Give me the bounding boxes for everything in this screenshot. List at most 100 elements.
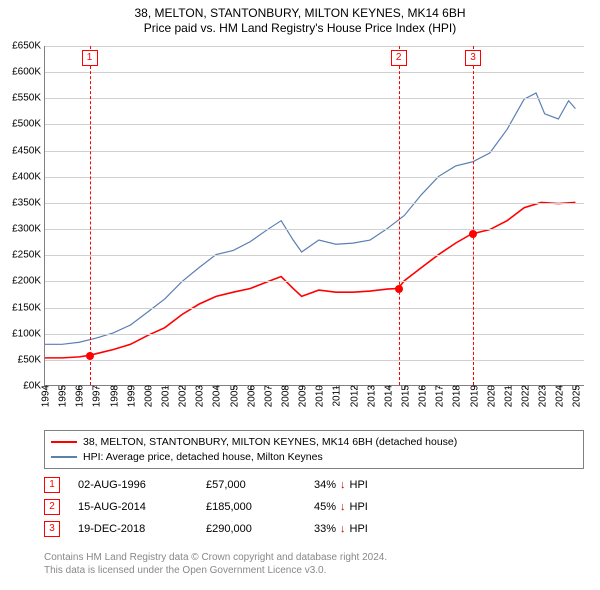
attribution-line1: Contains HM Land Registry data © Crown c…	[44, 552, 584, 565]
xtick-label: 2019	[467, 385, 480, 407]
sale-row-date: 19-DEC-2018	[78, 523, 188, 535]
sale-row-delta: 45% ↓ HPI	[314, 501, 368, 513]
xtick-label: 2007	[261, 385, 274, 407]
sale-row-badge: 1	[44, 477, 60, 493]
ytick-label: £450K	[12, 145, 45, 156]
sale-row-badge: 2	[44, 499, 60, 515]
xtick-label: 2001	[159, 385, 172, 407]
xtick-label: 2020	[484, 385, 497, 407]
sale-badge-1: 1	[82, 50, 98, 66]
legend-label-hpi: HPI: Average price, detached house, Milt…	[83, 450, 323, 465]
xtick-label: 2022	[519, 385, 532, 407]
xtick-label: 2008	[279, 385, 292, 407]
legend-box: 38, MELTON, STANTONBURY, MILTON KEYNES, …	[44, 430, 584, 469]
gridline-h	[45, 308, 584, 309]
sale-vline	[399, 46, 400, 385]
sale-row-price: £290,000	[206, 523, 296, 535]
ytick-label: £250K	[12, 250, 45, 261]
xtick-label: 2024	[553, 385, 566, 407]
sale-row: 319-DEC-2018£290,00033%↓HPI	[44, 518, 584, 540]
ytick-label: £650K	[12, 41, 45, 52]
gridline-h	[45, 177, 584, 178]
plot-frame: £0K£50K£100K£150K£200K£250K£300K£350K£40…	[44, 46, 584, 386]
ytick-label: £100K	[12, 328, 45, 339]
xtick-label: 2021	[501, 385, 514, 407]
ytick-label: £300K	[12, 224, 45, 235]
ytick-label: £400K	[12, 171, 45, 182]
sale-row-pct: 34%	[314, 479, 336, 491]
sale-row-price: £185,000	[206, 501, 296, 513]
sale-vline	[473, 46, 474, 385]
xtick-label: 2012	[347, 385, 360, 407]
legend-label-price-paid: 38, MELTON, STANTONBURY, MILTON KEYNES, …	[83, 435, 457, 450]
gridline-h	[45, 229, 584, 230]
xtick-label: 2023	[536, 385, 549, 407]
attribution: Contains HM Land Registry data © Crown c…	[44, 552, 584, 577]
sale-vline	[90, 46, 91, 385]
sale-dot-2	[395, 285, 403, 293]
sale-row-pct: 33%	[314, 523, 336, 535]
xtick-label: 2015	[399, 385, 412, 407]
gridline-h	[45, 255, 584, 256]
xtick-label: 2005	[227, 385, 240, 407]
down-arrow-icon: ↓	[340, 501, 346, 513]
attribution-line2: This data is licensed under the Open Gov…	[44, 565, 584, 578]
sale-badge-3: 3	[465, 50, 481, 66]
plot-area: £0K£50K£100K£150K£200K£250K£300K£350K£40…	[44, 46, 584, 386]
gridline-h	[45, 360, 584, 361]
chart-title-block: 38, MELTON, STANTONBURY, MILTON KEYNES, …	[0, 0, 600, 36]
legend-item-hpi: HPI: Average price, detached house, Milt…	[51, 450, 577, 465]
sales-table: 102-AUG-1996£57,00034%↓HPI215-AUG-2014£1…	[44, 474, 584, 540]
ytick-label: £550K	[12, 93, 45, 104]
sale-row-vs: HPI	[350, 523, 368, 535]
ytick-label: £500K	[12, 119, 45, 130]
xtick-label: 1995	[56, 385, 69, 407]
gridline-h	[45, 281, 584, 282]
xtick-label: 2017	[433, 385, 446, 407]
sale-badge-2: 2	[391, 50, 407, 66]
xtick-label: 2025	[570, 385, 583, 407]
sale-dot-1	[86, 352, 94, 360]
xtick-label: 2010	[313, 385, 326, 407]
gridline-h	[45, 72, 584, 73]
ytick-label: £600K	[12, 67, 45, 78]
legend-swatch-hpi	[51, 456, 77, 458]
xtick-label: 2006	[244, 385, 257, 407]
gridline-h	[45, 151, 584, 152]
ytick-label: £350K	[12, 197, 45, 208]
xtick-label: 2014	[381, 385, 394, 407]
ytick-label: £200K	[12, 276, 45, 287]
xtick-label: 1997	[90, 385, 103, 407]
sale-row-date: 02-AUG-1996	[78, 479, 188, 491]
down-arrow-icon: ↓	[340, 523, 346, 535]
gridline-h	[45, 124, 584, 125]
title-line1: 38, MELTON, STANTONBURY, MILTON KEYNES, …	[0, 6, 600, 21]
legend-item-price-paid: 38, MELTON, STANTONBURY, MILTON KEYNES, …	[51, 435, 577, 450]
sale-row-vs: HPI	[350, 501, 368, 513]
sale-row-pct: 45%	[314, 501, 336, 513]
sale-row-price: £57,000	[206, 479, 296, 491]
xtick-label: 2018	[450, 385, 463, 407]
xtick-label: 2013	[364, 385, 377, 407]
gridline-h	[45, 203, 584, 204]
sale-row-delta: 33% ↓ HPI	[314, 523, 368, 535]
xtick-label: 2000	[141, 385, 154, 407]
sale-row-vs: HPI	[350, 479, 368, 491]
legend-swatch-price-paid	[51, 441, 77, 443]
xtick-label: 2002	[176, 385, 189, 407]
xtick-label: 2004	[210, 385, 223, 407]
xtick-label: 2011	[330, 385, 343, 407]
sale-row: 1 02-AUG-1996 £57,000 34%↓HPI	[44, 474, 584, 496]
xtick-label: 1996	[73, 385, 86, 407]
xtick-label: 2016	[416, 385, 429, 407]
gridline-h	[45, 46, 584, 47]
xtick-label: 1994	[39, 385, 52, 407]
sale-row-date: 15-AUG-2014	[78, 501, 188, 513]
sale-row: 2 15-AUG-2014 £185,000 45% ↓ HPI	[44, 496, 584, 518]
xtick-label: 1998	[107, 385, 120, 407]
title-line2: Price paid vs. HM Land Registry's House …	[0, 21, 600, 36]
sale-row-delta: 34%↓HPI	[314, 479, 368, 491]
gridline-h	[45, 98, 584, 99]
gridline-h	[45, 334, 584, 335]
ytick-label: £150K	[12, 302, 45, 313]
